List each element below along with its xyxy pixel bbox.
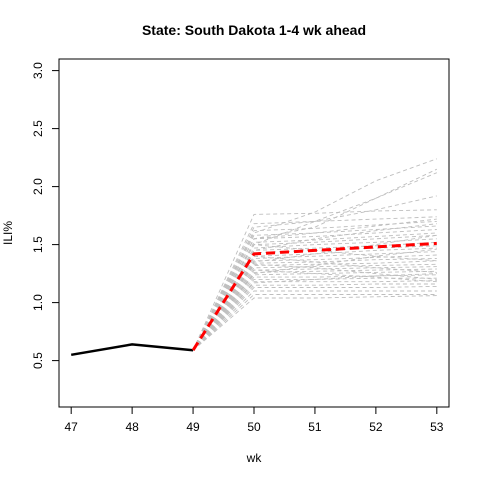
x-tick-label: 49 bbox=[186, 420, 200, 434]
forecast-sample-line bbox=[192, 277, 437, 351]
forecast-sample-line bbox=[192, 251, 437, 351]
x-tick-label: 52 bbox=[369, 420, 383, 434]
forecast-sample-line bbox=[192, 158, 437, 351]
forecast-sample-line bbox=[192, 216, 437, 351]
y-axis: 0.5 1.0 1.5 2.0 2.5 3.0 bbox=[31, 62, 59, 369]
forecast-mean-series bbox=[191, 241, 437, 352]
y-tick-label: 1.5 bbox=[31, 236, 45, 253]
forecast-sample-line bbox=[192, 247, 437, 351]
forecast-sample-line bbox=[192, 270, 437, 351]
forecast-sample-line bbox=[192, 290, 437, 351]
x-tick-label: 53 bbox=[430, 420, 444, 434]
forecast-sample-line bbox=[192, 260, 437, 351]
forecast-sample-line bbox=[192, 274, 437, 351]
forecast-sample-line bbox=[192, 283, 437, 351]
forecast-sample-line bbox=[192, 172, 437, 351]
forecast-sample-line bbox=[192, 218, 437, 351]
forecast-sample-line bbox=[192, 295, 437, 351]
forecast-sample-line bbox=[192, 232, 437, 351]
x-tick-label: 47 bbox=[65, 420, 79, 434]
y-tick-label: 3.0 bbox=[31, 62, 45, 79]
forecast-sample-line bbox=[192, 273, 437, 351]
forecast-sample-line bbox=[192, 254, 437, 351]
y-tick-label: 2.5 bbox=[31, 120, 45, 137]
forecast-sample-line bbox=[192, 238, 437, 351]
forecast-sample-line bbox=[192, 285, 437, 351]
forecast-sample-line bbox=[192, 266, 437, 351]
x-axis-label: wk bbox=[246, 451, 263, 465]
forecast-sample-line bbox=[192, 234, 437, 351]
y-tick-label: 0.5 bbox=[31, 352, 45, 369]
observed-line bbox=[70, 343, 194, 357]
observed-series bbox=[70, 343, 194, 357]
forecast-sample-line bbox=[192, 195, 437, 351]
forecast-sample-line bbox=[192, 225, 437, 351]
y-tick-label: 1.0 bbox=[31, 294, 45, 311]
x-tick-label: 51 bbox=[308, 420, 322, 434]
forecast-sample-line bbox=[192, 248, 437, 351]
x-axis: 47 48 49 50 51 52 53 bbox=[65, 407, 444, 434]
forecast-sample-lines bbox=[192, 158, 437, 351]
y-axis-label: ILI% bbox=[1, 221, 15, 245]
forecast-sample-line bbox=[192, 269, 437, 351]
x-tick-label: 48 bbox=[125, 420, 139, 434]
forecast-mean-line bbox=[191, 241, 437, 352]
forecast-sample-line bbox=[192, 280, 437, 351]
plot-frame bbox=[58, 58, 450, 408]
forecast-sample-line bbox=[192, 255, 437, 351]
x-tick-label: 50 bbox=[247, 420, 261, 434]
forecast-sample-line bbox=[192, 234, 437, 351]
forecast-sample-line bbox=[192, 263, 437, 351]
forecast-sample-line bbox=[192, 294, 437, 351]
chart-title: State: South Dakota 1-4 wk ahead bbox=[142, 22, 366, 38]
forecast-sample-line bbox=[192, 209, 437, 351]
y-tick-label: 2.0 bbox=[31, 178, 45, 195]
